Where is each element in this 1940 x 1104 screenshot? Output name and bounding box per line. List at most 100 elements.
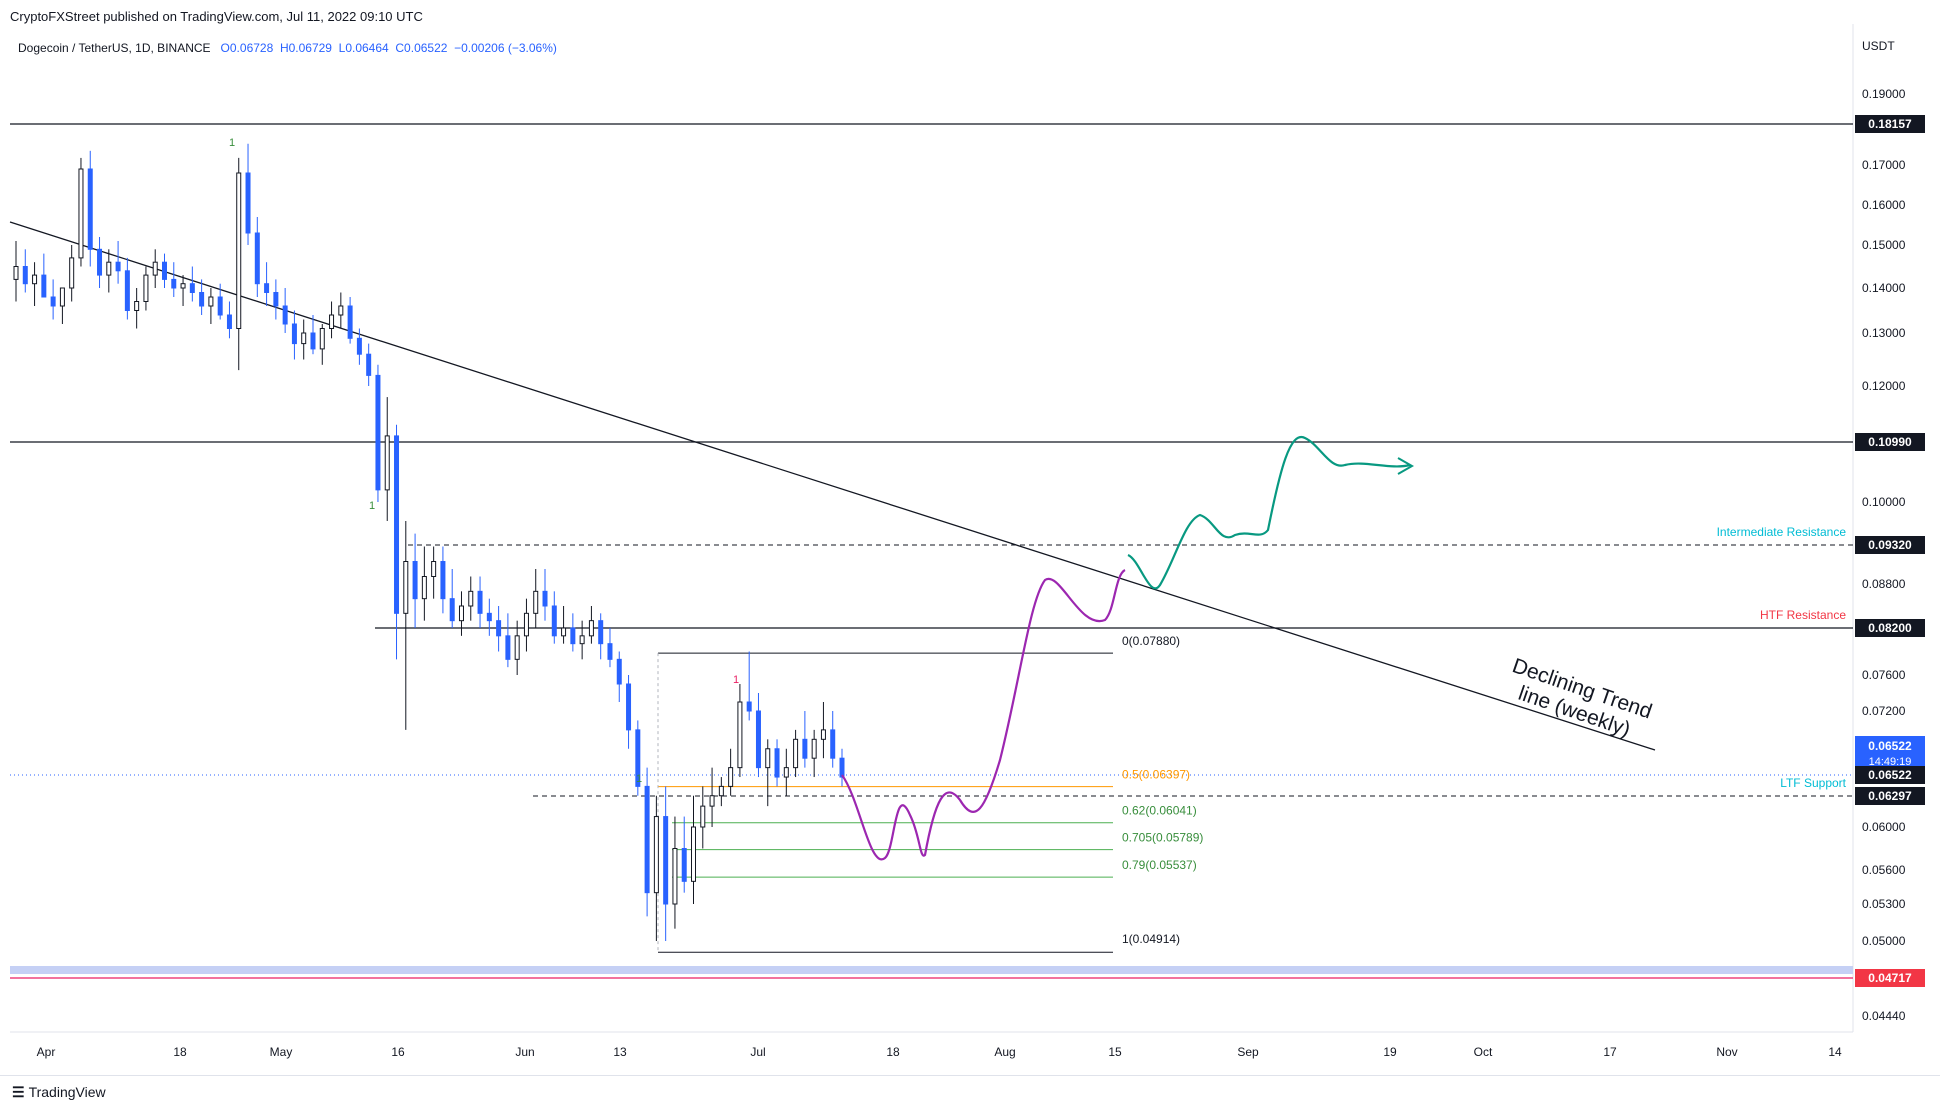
level-badge-4-text: 0.06297 — [1868, 789, 1912, 803]
candle-body-12 — [124, 270, 130, 311]
candle-body-72 — [681, 848, 687, 882]
candle-body-61 — [579, 635, 585, 645]
candle-body-51 — [486, 612, 492, 622]
candle-body-10 — [106, 261, 112, 276]
level-badge-0-bg — [1855, 115, 1925, 133]
time-axis[interactable]: Apr 18 May 16 Jun 13 Jul 18 Aug 15 Sep 19 Oct 17 Nov 14 — [37, 1045, 1842, 1059]
price-tick-8: 0.08800 — [1862, 577, 1906, 591]
candle-body-21 — [208, 296, 214, 307]
horizontal-levels: Intermediate Resistance HTF Resistance LTF… — [10, 123, 1853, 979]
candle-body-49 — [468, 590, 474, 607]
tradingview-logo-icon: ☰ — [12, 1084, 25, 1100]
candle-body-81 — [765, 748, 771, 769]
candle-body-86 — [811, 738, 817, 759]
footer-bar: ☰ TradingView — [0, 1075, 1940, 1104]
green-projection-path — [1127, 435, 1411, 590]
candle-body-31 — [301, 332, 307, 345]
candle-body-17 — [171, 278, 177, 289]
price-tick-15: 0.04440 — [1862, 1009, 1906, 1023]
candle-body-80 — [755, 710, 761, 769]
symbol-name[interactable]: Dogecoin / TetherUS, 1D, BINANCE — [18, 41, 211, 55]
candle-body-79 — [746, 701, 752, 712]
level-badge-3-text: 0.08200 — [1868, 621, 1912, 635]
candles — [13, 143, 845, 941]
level-badge-3-bg — [1855, 619, 1925, 637]
candle-body-39 — [375, 374, 381, 491]
candle-body-75 — [709, 795, 715, 807]
candle-body-28 — [273, 292, 279, 307]
time-tick-0: Apr — [37, 1045, 56, 1059]
price-tick-5: 0.13000 — [1862, 326, 1906, 340]
candle-body-55 — [523, 612, 529, 637]
fib-retracement[interactable]: 0(0.07880) 0.5(0.06397) 0.62(0.06041) 0.705… — [657, 634, 1203, 953]
fib-label-4: 0.79(0.05537) — [1122, 858, 1197, 872]
candle-body-34 — [329, 314, 335, 329]
price-tick-9: 0.07600 — [1862, 668, 1906, 682]
candle-body-43 — [412, 561, 418, 600]
candle-body-89 — [839, 757, 845, 778]
level-badge-2-text: 0.09320 — [1868, 538, 1912, 552]
time-tick-3: 16 — [391, 1045, 405, 1059]
declining-trendline[interactable]: Declining Trendline (weekly) — [9, 221, 1656, 751]
candle-body-3 — [41, 274, 47, 298]
candle-body-4 — [50, 296, 56, 307]
candle-body-2 — [32, 274, 38, 285]
projection-paths — [841, 435, 1415, 861]
symbol-legend: Dogecoin / TetherUS, 1D, BINANCE O0.0672… — [18, 41, 557, 55]
price-tick-13: 0.05300 — [1862, 897, 1906, 911]
price-tick-14: 0.05000 — [1862, 934, 1906, 948]
candle-body-37 — [356, 337, 362, 355]
time-tick-9: 15 — [1108, 1045, 1122, 1059]
footer-brand: TradingView — [28, 1084, 106, 1100]
price-tick-4: 0.14000 — [1862, 281, 1906, 295]
price-chart[interactable]: USDT 0.19000 0.17000 0.16000 0.15000 0.14000… — [0, 0, 1940, 1075]
price-tick-0: 0.19000 — [1862, 87, 1906, 101]
purple-projection-path — [841, 569, 1126, 861]
candle-body-59 — [561, 627, 567, 637]
candle-body-29 — [282, 305, 288, 325]
time-tick-15: 14 — [1828, 1045, 1842, 1059]
legend-low: L0.06464 — [338, 41, 389, 55]
level-badge-4-bg — [1855, 787, 1925, 805]
candle-body-82 — [774, 748, 780, 778]
time-tick-10: Sep — [1237, 1045, 1259, 1059]
fib-label-0: 0(0.07880) — [1122, 634, 1180, 648]
candle-body-45 — [431, 561, 437, 577]
level-badge-1-text: 0.10990 — [1868, 435, 1912, 449]
trend-line — [9, 221, 1656, 751]
publisher-info: CryptoFXStreet published on TradingView.… — [10, 9, 423, 24]
price-tick-7: 0.10000 — [1862, 495, 1906, 509]
candle-body-41 — [394, 435, 400, 614]
level-badge-2-bg — [1855, 536, 1925, 554]
candle-body-35 — [338, 305, 344, 316]
fib-label-5: 1(0.04914) — [1122, 932, 1180, 946]
price-tick-2: 0.16000 — [1862, 198, 1906, 212]
candle-body-14 — [143, 274, 149, 303]
candle-body-36 — [347, 305, 353, 339]
candle-body-56 — [533, 590, 539, 614]
time-tick-1: 18 — [173, 1045, 187, 1059]
candle-body-0 — [13, 266, 19, 280]
price-axis[interactable]: 0.19000 0.17000 0.16000 0.15000 0.14000 0.130… — [1862, 87, 1906, 1023]
candle-body-30 — [291, 323, 297, 345]
trendline-label: Declining Trendline (weekly) — [1502, 654, 1655, 746]
candle-body-7 — [78, 168, 84, 259]
countdown-text: 14:49:19 — [1869, 756, 1912, 768]
candle-body-69 — [653, 816, 659, 894]
sequence-markers: 1 1 1 1 — [229, 137, 739, 785]
candle-body-6 — [69, 257, 75, 289]
candle-body-68 — [644, 785, 650, 894]
candle-body-74 — [700, 805, 706, 828]
candle-body-57 — [542, 590, 548, 607]
candle-body-53 — [505, 635, 511, 660]
time-tick-13: 17 — [1603, 1045, 1617, 1059]
candle-body-66 — [626, 683, 632, 731]
candle-body-71 — [672, 848, 678, 905]
marker-3: 1 — [636, 773, 642, 785]
time-tick-14: Nov — [1716, 1045, 1737, 1059]
candle-body-18 — [180, 283, 186, 289]
candle-body-11 — [115, 261, 121, 272]
time-tick-8: Aug — [994, 1045, 1015, 1059]
tradingview-logo[interactable]: ☰ TradingView — [12, 1084, 106, 1101]
currency-label: USDT — [1862, 39, 1895, 53]
